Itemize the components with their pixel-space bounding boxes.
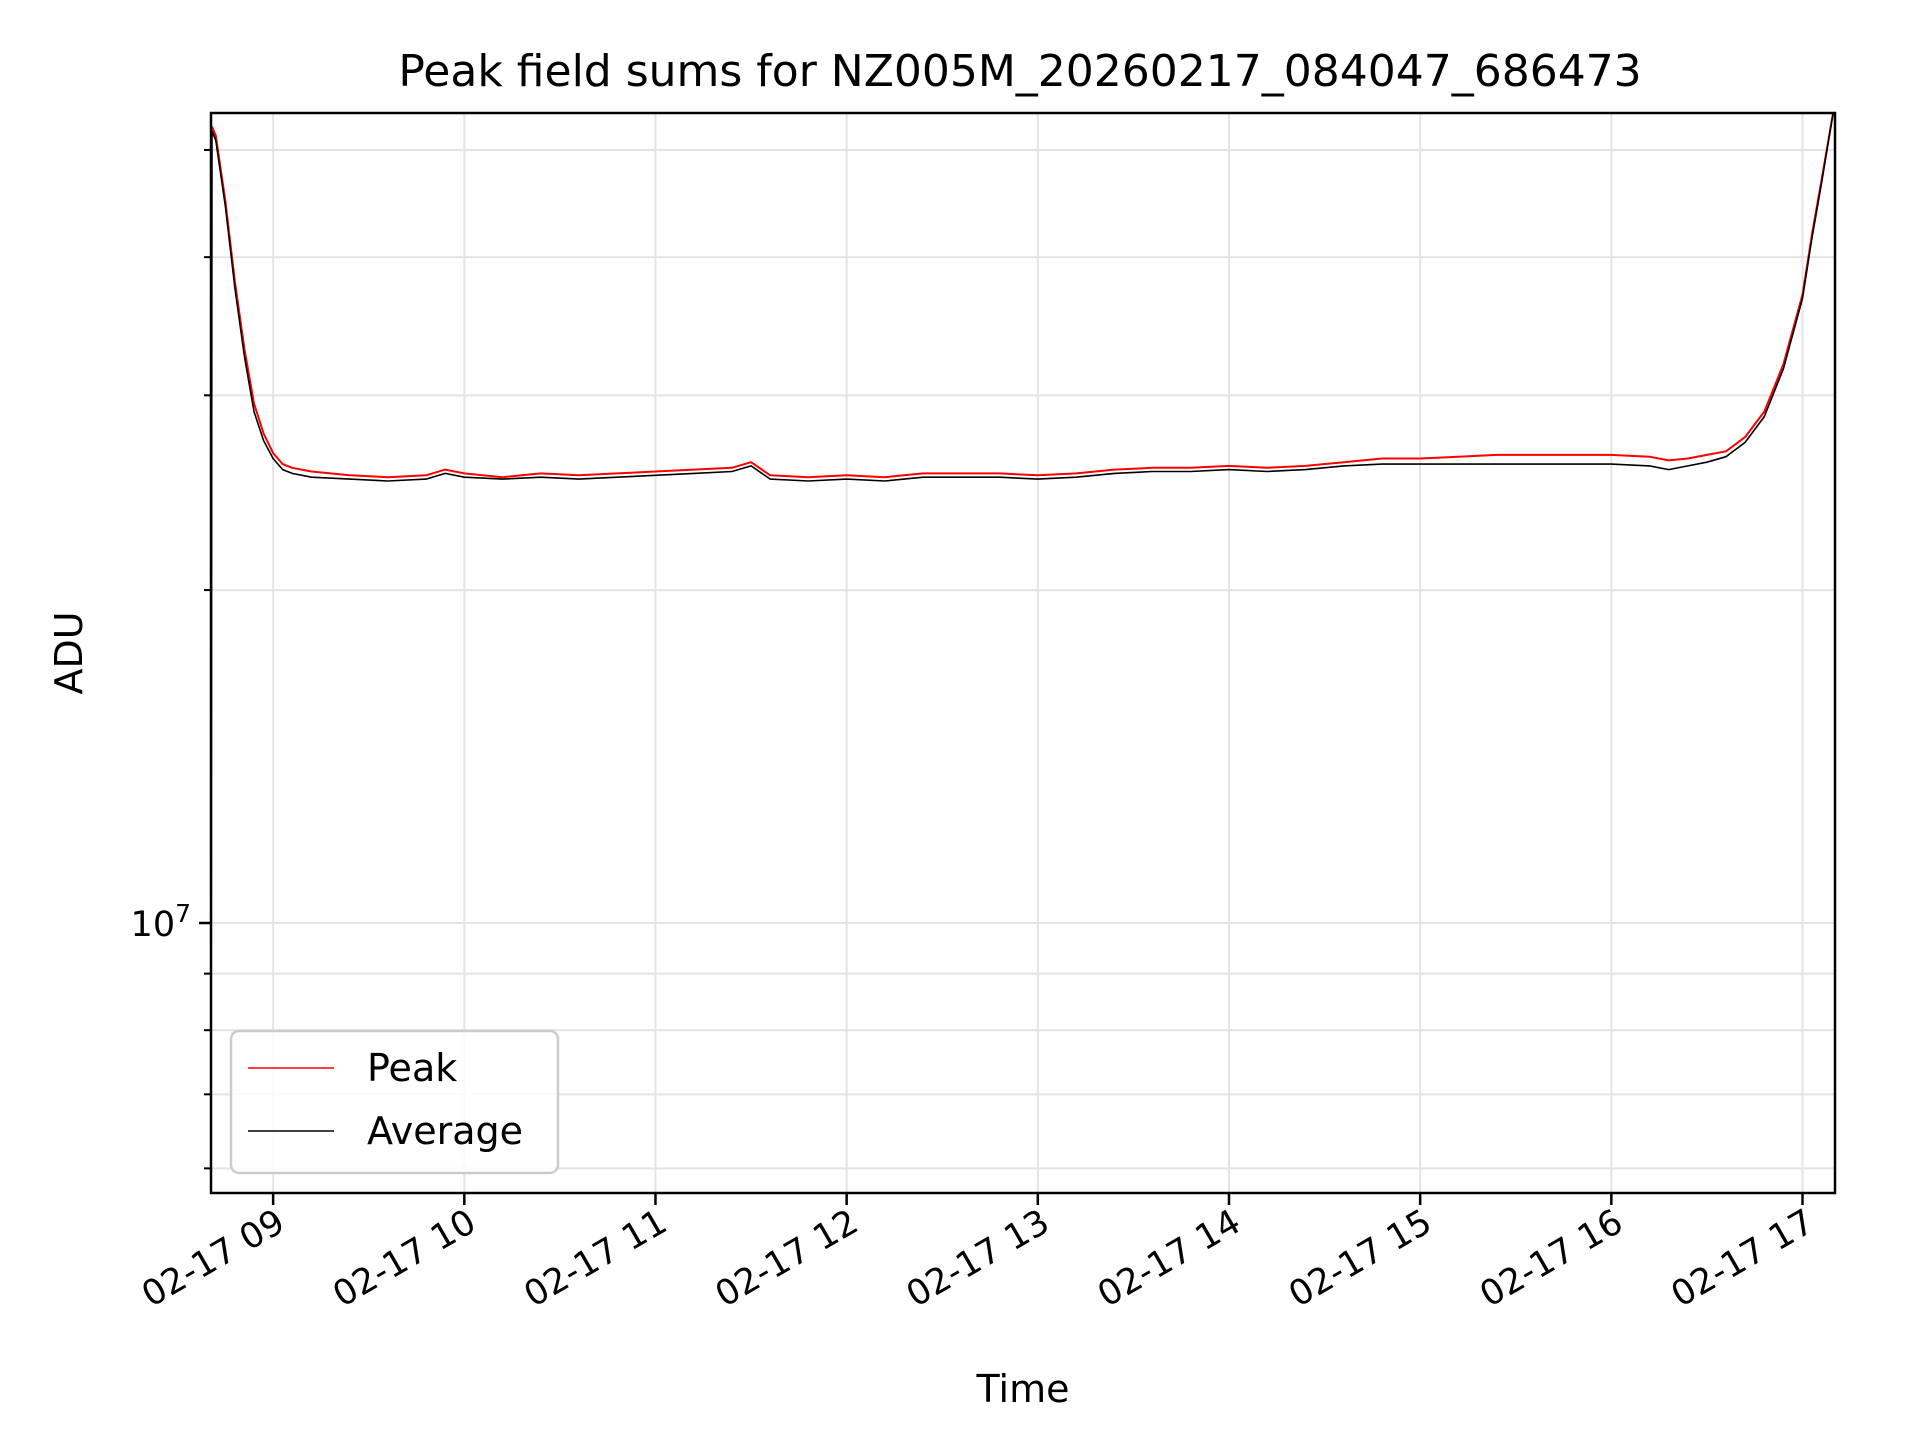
legend-box	[229, 1029, 560, 1175]
plot-lines	[211, 113, 1835, 1193]
y-axis-label: ADU	[47, 611, 91, 694]
series-line-average	[211, 113, 1834, 1193]
plot-frame	[209, 111, 1837, 1195]
x-axis-label: Time	[976, 1367, 1070, 1411]
chart-title: Peak field sums for NZ005M_20260217_0840…	[398, 46, 1641, 97]
legend-peak-label: Peak	[367, 1046, 457, 1090]
series-line-peak	[211, 113, 1835, 479]
legend: Peak Average	[229, 1029, 560, 1175]
legend-average-label: Average	[367, 1109, 523, 1153]
y-tick-label: 107	[131, 899, 191, 945]
